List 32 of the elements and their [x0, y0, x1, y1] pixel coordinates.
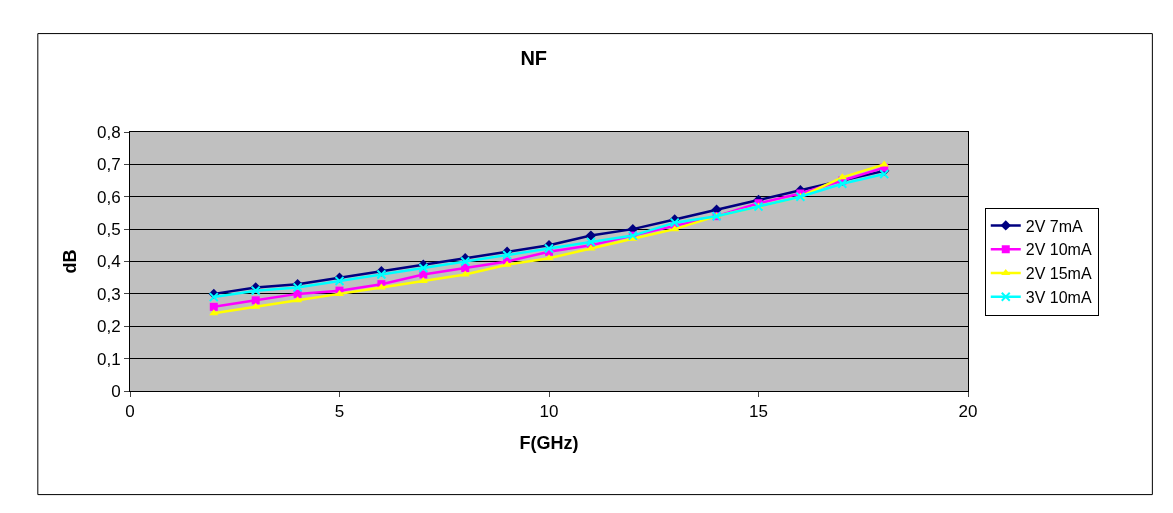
- x-tick-label: 0: [125, 402, 135, 422]
- y-tick-label: 0: [111, 381, 121, 401]
- y-tick-label: 0,7: [96, 155, 121, 175]
- x-tick-label: 10: [539, 402, 559, 422]
- point: [670, 225, 680, 232]
- point: [208, 292, 219, 303]
- legend-label: 2V 10mA: [1025, 241, 1092, 259]
- x-tick-label: 20: [958, 402, 978, 422]
- y-tick-label: 0,8: [96, 122, 121, 142]
- legend-label: 2V 15mA: [1025, 265, 1092, 283]
- y-tick-label: 0,6: [96, 187, 121, 207]
- point: [251, 302, 261, 309]
- point: [502, 250, 513, 261]
- point: [418, 276, 428, 283]
- point: [585, 230, 597, 241]
- y-tick-label: 0,3: [96, 284, 121, 304]
- x-tick-label: 5: [334, 402, 345, 422]
- y-tick-label: 0,5: [96, 220, 121, 240]
- legend-label: 3V 10mA: [1025, 289, 1092, 307]
- point: [879, 169, 890, 180]
- chart-title: NF: [520, 47, 548, 70]
- y-tick-label: 0,2: [96, 317, 121, 337]
- point: [585, 237, 596, 248]
- y-axis-title: dB: [60, 249, 81, 274]
- point: [209, 302, 218, 311]
- x-tick-label: 15: [749, 402, 768, 422]
- point: [251, 296, 260, 305]
- x-axis-title: F(GHz): [519, 432, 579, 453]
- point: [292, 282, 303, 293]
- y-tick-label: 0,4: [96, 252, 121, 272]
- y-tick-label: 0,1: [96, 349, 121, 369]
- legend-label: 2V 7mA: [1025, 217, 1083, 235]
